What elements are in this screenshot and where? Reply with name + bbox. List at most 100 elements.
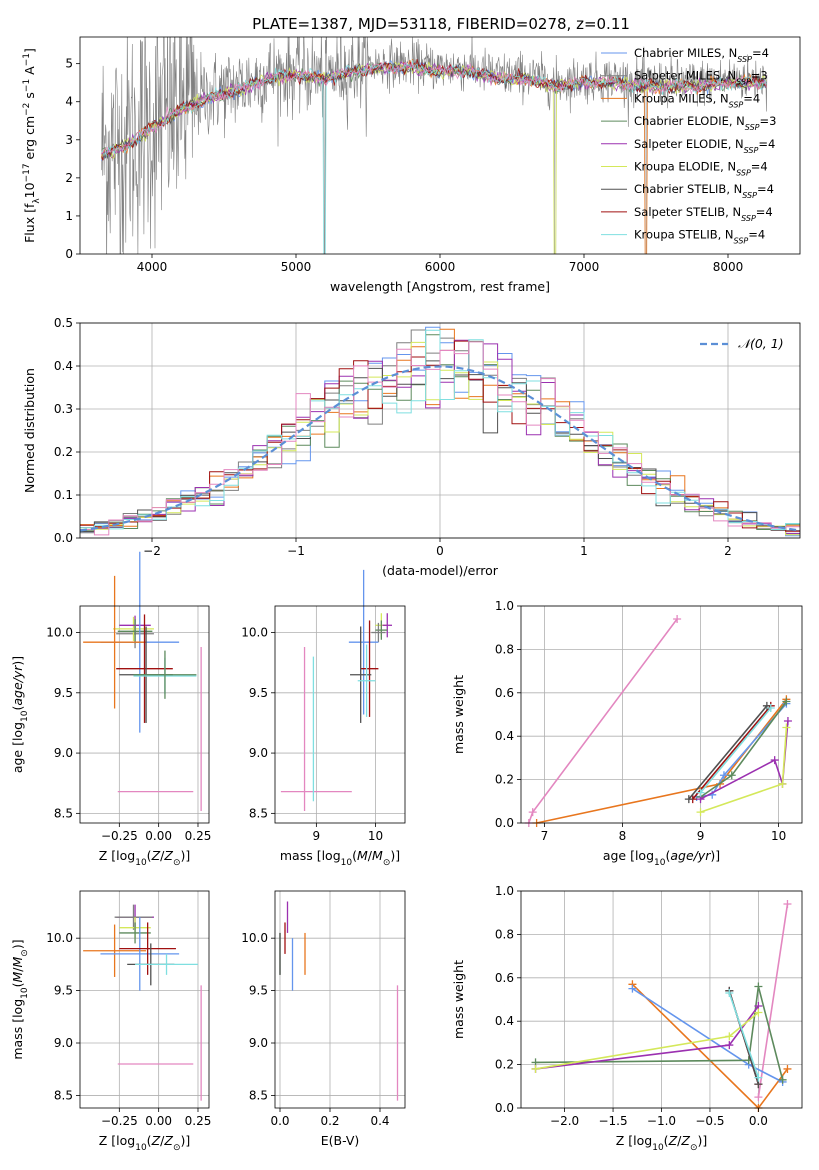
- data-point: [375, 620, 388, 640]
- y-tick-label: 0.2: [495, 773, 514, 787]
- y-tick-label: 9.5: [54, 686, 73, 700]
- legend-entry: Kroupa STELIB, NSSP=4: [634, 228, 765, 246]
- x-tick-label: 0.2: [320, 1114, 339, 1128]
- panel-age_vs_Z: −0.25 0.00 0.258.59.09.510.0Z [log10(Z/Z⊙)…: [10, 551, 211, 868]
- label-part: −2: [22, 103, 32, 116]
- label-part: Normed distribution: [22, 368, 37, 493]
- legend-suffix: =4: [757, 182, 774, 196]
- label-part: λ: [32, 198, 42, 204]
- y-tick-label: 0.6: [495, 971, 514, 985]
- label-part: Z [log: [99, 848, 135, 863]
- y-tick-label: 1: [65, 209, 73, 223]
- spectrum-model-line: [101, 61, 767, 154]
- legend-text: Chabrier STELIB, N: [634, 182, 742, 196]
- x-tick-label: 0.0: [749, 1114, 768, 1128]
- panel-spectrum: 4000 5000 6000 7000 8000 0 1 2 3 4 5 wavelength [An…: [22, 36, 801, 294]
- spectrum-plot: [101, 37, 768, 254]
- point-marker: [719, 771, 728, 780]
- x-axis-label: E(B-V): [321, 1133, 360, 1148]
- label-part: Z: [151, 1133, 161, 1148]
- point-marker: [725, 1041, 734, 1050]
- label-part: (: [10, 706, 25, 711]
- series: [688, 701, 775, 804]
- label-part: /: [10, 967, 25, 972]
- point-marker: [783, 900, 792, 909]
- y-tick-label: 0.0: [54, 531, 73, 545]
- legend-sub: SSP: [745, 123, 760, 132]
- x-axis-label: Z [log10(Z/Z⊙)]: [616, 1133, 708, 1153]
- y-tick-label: 0.4: [495, 729, 514, 743]
- label-part: (data-model)/error: [382, 563, 499, 578]
- label-part: erg cm: [22, 116, 37, 164]
- x-tick-label: −1.0: [647, 1114, 676, 1128]
- label-part: 10: [22, 182, 37, 198]
- x-tick-label: 8: [619, 829, 627, 843]
- legend-entry: Kroupa ELODIE, NSSP=4: [634, 160, 768, 178]
- label-part: −1: [22, 53, 32, 66]
- label-part: /: [160, 848, 165, 863]
- point-marker: [673, 615, 682, 624]
- x-tick-label: 0: [436, 544, 444, 558]
- y-tick-label: 3: [65, 133, 73, 147]
- y-tick-label: 5: [65, 57, 73, 71]
- x-axis-label: mass [log10(M/M⊙)]: [280, 848, 400, 868]
- legend-entry: Salpeter STELIB, NSSP=4: [634, 205, 773, 223]
- label-part: /: [368, 848, 373, 863]
- y-tick-label: 0: [65, 247, 73, 261]
- y-tick-label: 0.2: [495, 1058, 514, 1072]
- point-marker: [754, 1073, 763, 1082]
- y-tick-label: 10.0: [241, 931, 268, 945]
- x-tick-label: 5000: [281, 260, 312, 274]
- y-tick-label: 8.5: [54, 1088, 73, 1102]
- x-tick-label: 4000: [137, 260, 168, 274]
- series: [754, 900, 792, 1102]
- label-part: Flux [f: [22, 203, 37, 243]
- x-tick-label: 9: [313, 829, 321, 843]
- point-marker: [754, 982, 763, 991]
- axes-frame: [79, 890, 210, 1109]
- y-tick-label: 8.5: [249, 1088, 268, 1102]
- legend-sub: SSP: [737, 55, 752, 64]
- data-point: [133, 650, 197, 699]
- data-point: [348, 569, 379, 715]
- figure-title: PLATE=1387, MJD=53118, FIBERID=0278, z=0…: [252, 15, 630, 33]
- x-axis-label: wavelength [Angstrom, rest frame]: [330, 279, 550, 294]
- y-tick-label: 9.5: [54, 984, 73, 998]
- y-axis-label: Normed distribution: [22, 368, 37, 493]
- legend-sub: SSP: [734, 236, 749, 245]
- legend-entry: Chabrier MILES, NSSP=4: [634, 46, 769, 64]
- label-part: 10: [20, 987, 30, 999]
- legend-sub: SSP: [741, 213, 756, 222]
- y-axis-label: Flux [fλ10−17 erg cm−2 s−1 A−1]: [22, 48, 42, 243]
- label-part: M: [357, 848, 368, 863]
- legend-text: Salpeter ELODIE, N: [634, 137, 744, 151]
- legend-sub: SSP: [742, 191, 757, 200]
- label-part: (: [147, 848, 152, 863]
- label-part: 10: [135, 858, 147, 868]
- y-tick-label: 4: [65, 95, 73, 109]
- y-tick-label: 10.0: [241, 626, 268, 640]
- label-part: A: [22, 66, 37, 79]
- label-part: (: [665, 848, 670, 863]
- label-part: age [log: [10, 722, 25, 773]
- series-line: [631, 987, 783, 1083]
- series: [725, 988, 763, 1082]
- label-part: ⊙: [20, 949, 30, 957]
- y-axis-label: mass weight: [451, 675, 466, 754]
- y-tick-label: 0.0: [495, 1101, 514, 1115]
- x-tick-label: 9: [697, 829, 705, 843]
- point-marker: [684, 795, 693, 804]
- label-part: /: [160, 1133, 165, 1148]
- x-tick-label: −0.25: [101, 1114, 138, 1128]
- x-axis-label: age [log10(age/yr)]: [603, 848, 720, 868]
- y-tick-label: 8.5: [54, 806, 73, 820]
- legend-entry: Salpeter ELODIE, NSSP=4: [634, 137, 775, 155]
- legend-suffix: =4: [756, 205, 773, 219]
- label-part: mass [log: [10, 999, 25, 1060]
- label-part: )]: [10, 939, 25, 949]
- legend-text: Salpeter MILES, N: [634, 69, 736, 83]
- legend-entry: Chabrier ELODIE, NSSP=3: [634, 114, 776, 132]
- point-marker: [783, 1064, 792, 1073]
